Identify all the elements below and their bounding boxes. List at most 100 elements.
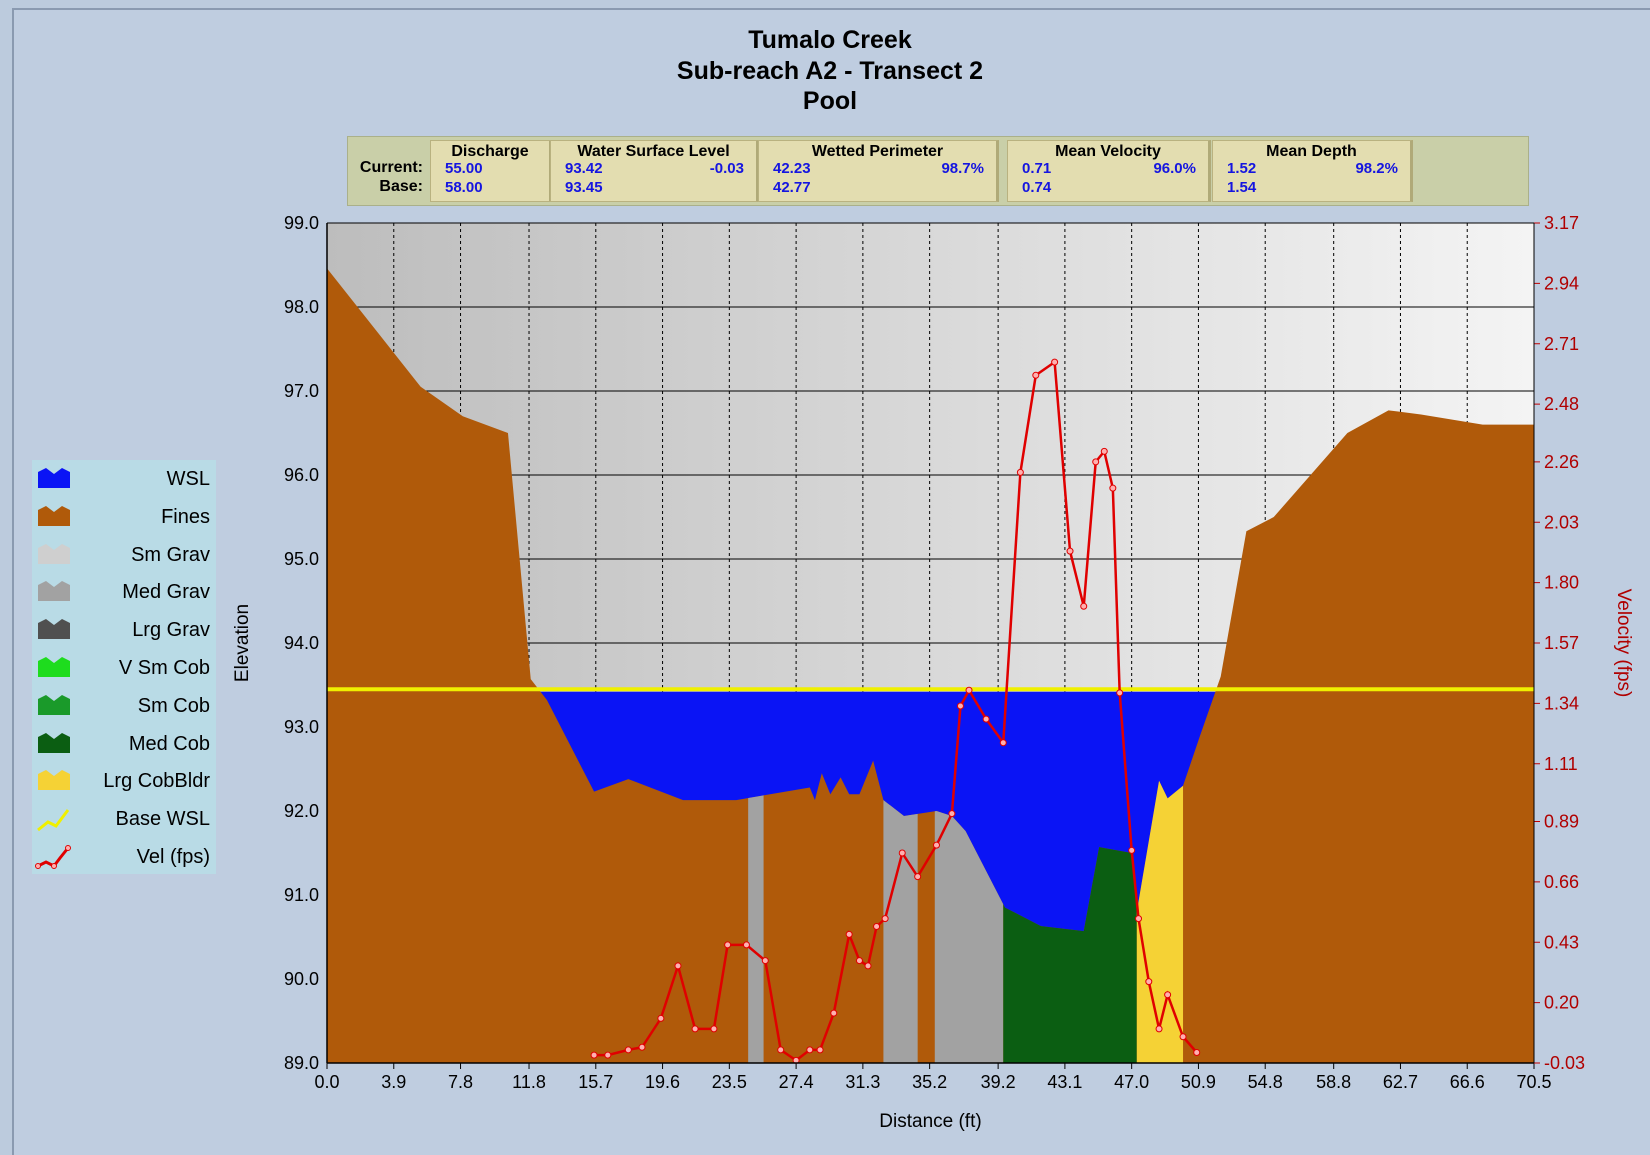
- stats-change: 98.2%: [1355, 160, 1398, 177]
- legend-swatch: [35, 845, 71, 869]
- legend-swatch-shape: [35, 863, 41, 869]
- legend-swatch-shape: [38, 581, 70, 602]
- velocity-point: [999, 739, 1007, 747]
- velocity-point: [1109, 484, 1117, 492]
- x-tick-label: 31.3: [845, 1072, 880, 1092]
- velocity-point: [1164, 991, 1172, 999]
- stats-header: Wetted Perimeter: [811, 143, 944, 160]
- legend-label: Lrg CobBldr: [103, 770, 210, 793]
- velocity-point: [724, 941, 732, 949]
- stats-row-label: Base:: [379, 178, 423, 195]
- stats-base: 42.77: [773, 179, 811, 196]
- x-tick-label: 7.8: [448, 1072, 473, 1092]
- x-tick-label: 43.1: [1047, 1072, 1082, 1092]
- y-tick-label: 89.0: [284, 1053, 319, 1073]
- legend-item: Lrg Grav: [32, 611, 216, 649]
- stats-column: Mean Depth 1.52 1.54 98.2%: [1212, 140, 1413, 202]
- x-tick-label: 66.6: [1450, 1072, 1485, 1092]
- legend-swatch-shape: [38, 468, 70, 488]
- velocity-point: [1135, 915, 1143, 923]
- velocity-point: [657, 1014, 665, 1022]
- x-tick-label: 50.9: [1181, 1072, 1216, 1092]
- velocity-point: [742, 941, 750, 949]
- legend-item: Sm Cob: [32, 687, 216, 725]
- legend-item: Fines: [32, 498, 216, 536]
- stats-current: 42.23: [773, 160, 811, 177]
- stats-current: 93.42: [565, 160, 603, 177]
- y2-tick-label: 0.66: [1544, 872, 1579, 892]
- velocity-point: [1179, 1033, 1187, 1041]
- stats-current: 1.52: [1227, 160, 1257, 177]
- y-tick-label: 96.0: [284, 465, 319, 485]
- stats-base: 58.00: [445, 179, 483, 196]
- stats-base: 93.45: [565, 179, 603, 196]
- legend-label: WSL: [166, 468, 210, 490]
- legend-item: Lrg CobBldr: [32, 762, 216, 800]
- velocity-point: [638, 1043, 646, 1051]
- y2-tick-label: 1.80: [1544, 573, 1579, 593]
- legend-swatch-shape: [38, 657, 70, 677]
- y2-tick-label: 2.48: [1544, 394, 1579, 414]
- y2-tick-label: 2.26: [1544, 452, 1579, 472]
- legend-label: Med Cob: [128, 732, 210, 755]
- y-tick-label: 98.0: [284, 297, 319, 317]
- velocity-point: [624, 1046, 632, 1054]
- velocity-point: [898, 849, 906, 857]
- velocity-point: [881, 915, 889, 923]
- stats-header: Mean Depth: [1266, 143, 1357, 160]
- stats-header: Water Surface Level: [577, 143, 730, 160]
- velocity-point: [1100, 447, 1108, 455]
- legend-swatch: [38, 619, 70, 640]
- velocity-point: [590, 1051, 598, 1059]
- velocity-point: [1155, 1025, 1163, 1033]
- velocity-point: [806, 1046, 814, 1054]
- legend-item: Sm Grav: [32, 536, 216, 574]
- y-tick-label: 91.0: [284, 885, 319, 905]
- legend-swatch: [38, 694, 70, 715]
- velocity-point: [864, 962, 872, 970]
- y2-tick-label: 3.17: [1544, 213, 1579, 233]
- stats-change: 96.0%: [1153, 160, 1196, 177]
- stats-column: Discharge 55.00 58.00: [430, 140, 552, 202]
- x-tick-label: 62.7: [1383, 1072, 1418, 1092]
- legend-swatch: [38, 732, 70, 753]
- legend-label: Vel (fps): [136, 846, 210, 868]
- velocity-point: [1032, 371, 1040, 379]
- velocity-point: [830, 1009, 838, 1017]
- velocity-point: [1066, 547, 1074, 555]
- velocity-point: [1080, 602, 1088, 610]
- y-tick-label: 97.0: [284, 381, 319, 401]
- legend-swatch: [38, 468, 70, 488]
- y2-tick-label: 2.71: [1544, 334, 1579, 354]
- y2-tick-label: 0.89: [1544, 812, 1579, 832]
- velocity-point: [1092, 458, 1100, 466]
- y-axis-title: Elevation: [232, 604, 253, 682]
- stats-header: Mean Velocity: [1055, 143, 1161, 160]
- y2-axis-title: Velocity (fps): [1613, 589, 1634, 698]
- velocity-point: [845, 930, 853, 938]
- legend-swatch-shape: [65, 845, 71, 851]
- legend-label: Sm Grav: [131, 543, 210, 566]
- y-tick-label: 92.0: [284, 801, 319, 821]
- velocity-point: [1051, 358, 1059, 366]
- velocity-point: [1116, 689, 1124, 697]
- velocity-point: [710, 1025, 718, 1033]
- legend-swatch-shape: [38, 770, 70, 791]
- stats-column: Mean Velocity 0.71 0.74 96.0%: [1007, 140, 1211, 202]
- velocity-point: [777, 1046, 785, 1054]
- stats-base: 1.54: [1227, 179, 1257, 196]
- legend-swatch: [37, 809, 70, 832]
- y-tick-label: 95.0: [284, 549, 319, 569]
- legend-label: Sm Cob: [137, 694, 210, 717]
- y2-tick-label: 2.03: [1544, 512, 1579, 532]
- legend-swatch-shape: [38, 694, 70, 715]
- legend-label: Fines: [161, 505, 210, 528]
- legend-swatch-shape: [38, 505, 70, 526]
- velocity-point: [948, 810, 956, 818]
- legend-item: Med Cob: [32, 725, 216, 763]
- stats-header: Discharge: [451, 143, 529, 160]
- x-tick-label: 70.5: [1516, 1072, 1551, 1092]
- velocity-point: [855, 957, 863, 965]
- legend-item: WSL: [32, 460, 216, 498]
